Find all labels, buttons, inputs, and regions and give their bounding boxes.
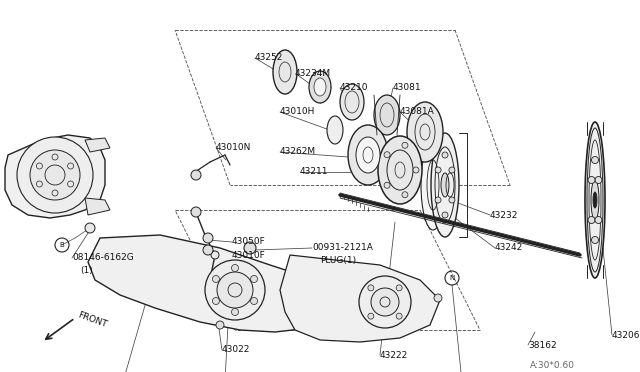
- Ellipse shape: [442, 212, 448, 218]
- Ellipse shape: [348, 125, 388, 185]
- Ellipse shape: [591, 180, 599, 220]
- Ellipse shape: [212, 298, 220, 305]
- Ellipse shape: [588, 217, 595, 224]
- Ellipse shape: [68, 163, 74, 169]
- Ellipse shape: [205, 260, 265, 320]
- Ellipse shape: [435, 167, 441, 173]
- Text: FRONT: FRONT: [76, 311, 108, 330]
- Ellipse shape: [232, 308, 239, 315]
- Ellipse shape: [340, 84, 364, 120]
- Text: 43222: 43222: [380, 350, 408, 359]
- Ellipse shape: [396, 285, 402, 291]
- Ellipse shape: [244, 242, 256, 254]
- Ellipse shape: [191, 170, 201, 180]
- Text: (1): (1): [80, 266, 93, 275]
- Ellipse shape: [232, 264, 239, 272]
- Ellipse shape: [273, 50, 297, 94]
- Ellipse shape: [396, 313, 402, 319]
- Ellipse shape: [449, 167, 455, 173]
- Text: 43242: 43242: [495, 244, 524, 253]
- Ellipse shape: [250, 276, 257, 282]
- Ellipse shape: [449, 197, 455, 203]
- Ellipse shape: [250, 298, 257, 305]
- Text: 43211: 43211: [300, 167, 328, 176]
- Ellipse shape: [368, 313, 374, 319]
- Ellipse shape: [36, 163, 42, 169]
- Text: 43010N: 43010N: [216, 144, 252, 153]
- Text: 43252: 43252: [255, 54, 284, 62]
- Ellipse shape: [384, 182, 390, 188]
- Text: 43010H: 43010H: [280, 108, 316, 116]
- Ellipse shape: [203, 245, 213, 255]
- Ellipse shape: [442, 152, 448, 158]
- Ellipse shape: [402, 142, 408, 148]
- Ellipse shape: [431, 133, 459, 237]
- Text: 43081A: 43081A: [400, 108, 435, 116]
- Ellipse shape: [203, 233, 213, 243]
- Text: 43206: 43206: [612, 330, 640, 340]
- Text: 43232: 43232: [490, 211, 518, 219]
- Ellipse shape: [191, 207, 201, 217]
- Ellipse shape: [591, 237, 598, 244]
- Text: 08146-6162G: 08146-6162G: [72, 253, 134, 263]
- Ellipse shape: [327, 116, 343, 144]
- Ellipse shape: [378, 136, 422, 204]
- Ellipse shape: [441, 173, 449, 197]
- Text: 43234M: 43234M: [295, 68, 331, 77]
- Ellipse shape: [36, 181, 42, 187]
- Text: 38162: 38162: [528, 340, 557, 350]
- Ellipse shape: [413, 167, 419, 173]
- Ellipse shape: [217, 272, 253, 308]
- Ellipse shape: [85, 223, 95, 233]
- Ellipse shape: [356, 137, 380, 173]
- Ellipse shape: [216, 321, 224, 329]
- Ellipse shape: [309, 71, 331, 103]
- Text: 43010F: 43010F: [232, 250, 266, 260]
- Ellipse shape: [368, 285, 374, 291]
- Ellipse shape: [359, 276, 411, 328]
- Polygon shape: [5, 135, 105, 218]
- Text: B: B: [60, 242, 65, 248]
- Ellipse shape: [212, 276, 220, 282]
- Text: 43022: 43022: [222, 346, 250, 355]
- Ellipse shape: [402, 192, 408, 198]
- Text: 43081: 43081: [393, 83, 422, 93]
- Ellipse shape: [52, 154, 58, 160]
- Ellipse shape: [407, 102, 443, 162]
- Ellipse shape: [434, 294, 442, 302]
- Ellipse shape: [314, 78, 326, 96]
- Ellipse shape: [374, 95, 400, 135]
- Ellipse shape: [68, 181, 74, 187]
- Ellipse shape: [52, 190, 58, 196]
- Text: 43210: 43210: [340, 83, 369, 93]
- Ellipse shape: [211, 251, 219, 259]
- Ellipse shape: [593, 192, 597, 208]
- Polygon shape: [280, 255, 440, 342]
- Text: PLUG(1): PLUG(1): [320, 256, 356, 264]
- Polygon shape: [85, 198, 110, 215]
- Ellipse shape: [585, 122, 605, 278]
- Ellipse shape: [435, 197, 441, 203]
- Text: N: N: [449, 275, 454, 281]
- Polygon shape: [88, 235, 340, 332]
- Ellipse shape: [595, 217, 602, 224]
- Text: 00931-2121A: 00931-2121A: [312, 244, 373, 253]
- Ellipse shape: [371, 288, 399, 316]
- Ellipse shape: [384, 152, 390, 158]
- Ellipse shape: [588, 176, 595, 183]
- Ellipse shape: [17, 137, 93, 213]
- Text: A:30*0.60: A:30*0.60: [530, 360, 575, 369]
- Ellipse shape: [591, 157, 598, 164]
- Ellipse shape: [421, 140, 445, 230]
- Ellipse shape: [595, 176, 602, 183]
- Polygon shape: [85, 138, 110, 152]
- Text: 43050F: 43050F: [232, 237, 266, 247]
- Ellipse shape: [30, 150, 80, 200]
- Text: 43262M: 43262M: [280, 148, 316, 157]
